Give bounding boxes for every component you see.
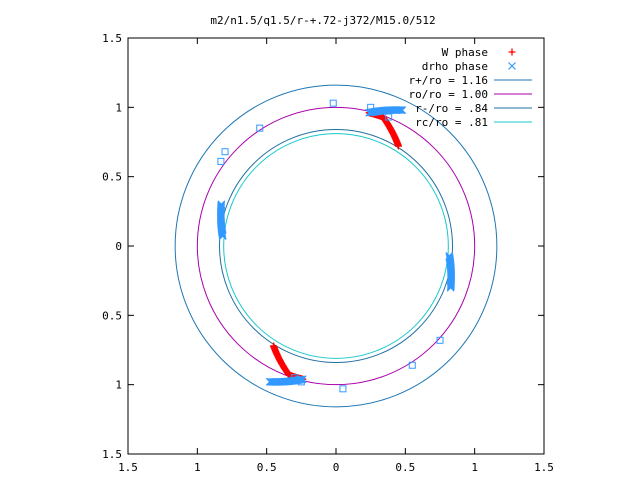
legend-marker-1 <box>508 48 516 56</box>
series-2-isolated-point-2 <box>256 124 264 132</box>
series-2-arc-2-point <box>265 377 274 386</box>
series-2-arc-1-point <box>397 106 406 115</box>
y-tick-label: 0 <box>115 240 122 253</box>
series-2-arc-1-point <box>396 106 404 114</box>
series-2-arc-1-point <box>398 106 407 115</box>
series-2-arc-4-point <box>446 282 455 291</box>
legend-label-2: drho phase <box>422 60 488 73</box>
legend-label-5: r-/ro = .84 <box>415 102 488 115</box>
x-tick-label: 1 <box>471 461 478 474</box>
series-2-isolated-point-11 <box>290 374 298 382</box>
series-2-arc-4-point <box>447 280 455 289</box>
y-tick-label: 1.5 <box>102 448 122 461</box>
legend-label-6: rc/ro = .81 <box>415 116 488 129</box>
series-2-arc-3-point <box>217 201 226 210</box>
ref-circle-3 <box>219 129 453 363</box>
series-2-arc-2-point <box>266 377 275 386</box>
ref-circle-4 <box>223 133 449 359</box>
ref-circle-1 <box>174 84 498 408</box>
x-tick-label: 1.5 <box>534 461 554 474</box>
series-1-arc-2-point <box>394 142 402 150</box>
legend-label-3: r+/ro = 1.16 <box>409 74 488 87</box>
series-2-isolated-point-8 <box>408 361 416 369</box>
ref-circle-2 <box>196 106 476 386</box>
series-2-isolated-point-6 <box>385 113 393 121</box>
series-1-arc-4-point <box>270 342 278 350</box>
series-2-arc-1-point <box>394 106 403 114</box>
y-tick-label: 1 <box>115 101 122 114</box>
y-tick-label: 1.5 <box>102 32 122 45</box>
series-2-arc-3-point <box>217 202 226 211</box>
series-2-isolated-point-5 <box>367 103 375 111</box>
series-2-arc-3-point <box>217 203 225 212</box>
data-layer <box>174 84 498 408</box>
series-2-isolated-point-7 <box>339 385 347 393</box>
series-2-isolated-point-9 <box>436 336 444 344</box>
series-2-arc-2-point <box>269 378 278 386</box>
series-1 <box>270 109 402 383</box>
legend-marker-2 <box>508 62 516 70</box>
series-2-arc-3-point <box>217 200 226 209</box>
series-2-arc-4-point <box>446 283 455 292</box>
x-tick-label: 0.5 <box>257 461 277 474</box>
y-tick-label: 0.5 <box>102 171 122 184</box>
axes: 1.5 1 0.5 0 0.5 1 1.51.510.500.511.5 <box>102 32 554 474</box>
series-2-isolated-point-3 <box>221 148 229 156</box>
series-2-isolated-point-10 <box>297 378 305 386</box>
series-2-isolated-point-1 <box>329 99 337 107</box>
series-2-isolated-point-4 <box>217 157 225 165</box>
series-2-arc-4-point <box>446 281 455 290</box>
y-tick-label: 1 <box>115 379 122 392</box>
legend-label-1: W phase <box>442 46 488 59</box>
chart-title: m2/n1.5/q1.5/r-+.72-j372/M15.0/512 <box>210 14 435 27</box>
series-2 <box>216 99 456 393</box>
x-tick-label: 0 <box>333 461 340 474</box>
series-2-arc-2-point <box>268 378 276 386</box>
legend-label-4: ro/ro = 1.00 <box>409 88 488 101</box>
x-tick-label: 0.5 <box>395 461 415 474</box>
x-tick-label: 1.5 <box>118 461 138 474</box>
x-tick-label: 1 <box>194 461 201 474</box>
y-tick-label: 0.5 <box>102 309 122 322</box>
